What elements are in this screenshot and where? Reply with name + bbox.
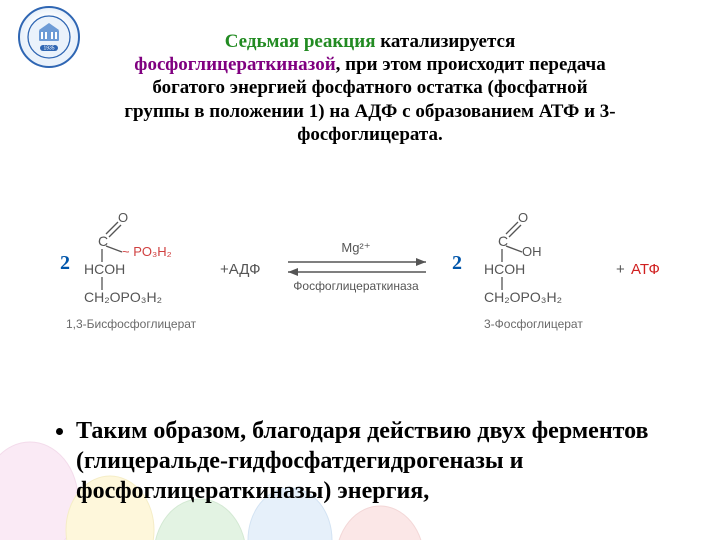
arrow-top-label: Mg²⁺ [341, 240, 370, 255]
plus-sign: + [616, 261, 625, 278]
bullet-text: Таким образом, благодаря действию двух ф… [76, 416, 656, 506]
university-logo: 1935 [18, 6, 80, 68]
arrow-bottom-label: Фосфоглицераткиназа [293, 279, 419, 293]
substrate-o: O [118, 210, 128, 225]
substrate-ch2opo3h2: CH₂OPO₃H₂ [84, 289, 162, 305]
stoich-coefficient-substrate: 2 [60, 252, 70, 275]
heading-text-1: катализируется [375, 31, 515, 52]
heading-accent-green: Седьмая реакция [225, 31, 376, 52]
substrate-name: 1,3-Бисфосфоглицерат [66, 317, 197, 331]
product-oh: OH [522, 244, 542, 259]
heading-accent-purple: фосфоглицераткиназой [134, 54, 335, 75]
substrate-phosphate-top: ~ PO₃H₂ [122, 244, 172, 259]
bullet-paragraph: Таким образом, благодаря действию двух ф… [56, 416, 656, 506]
product-hcoh: HCOH [484, 261, 525, 277]
substrate-hcoh: HCOH [84, 261, 125, 277]
slide-heading: Седьмая реакция катализируется фосфоглиц… [120, 30, 620, 146]
product-o: O [518, 210, 528, 225]
stoich-coefficient-product: 2 [452, 252, 462, 275]
reaction-diagram: C O ~ PO₃H₂ HCOH CH₂OPO₃H₂ 1,3-Бисфосфог… [56, 200, 676, 350]
product-name: 3-Фосфоглицерат [484, 317, 583, 331]
logo-year: 1935 [43, 46, 54, 52]
product-ch2opo3h2: CH₂OPO₃H₂ [484, 289, 562, 305]
adp-label: +АДФ [220, 261, 261, 278]
atp-label: АТФ [631, 261, 660, 278]
